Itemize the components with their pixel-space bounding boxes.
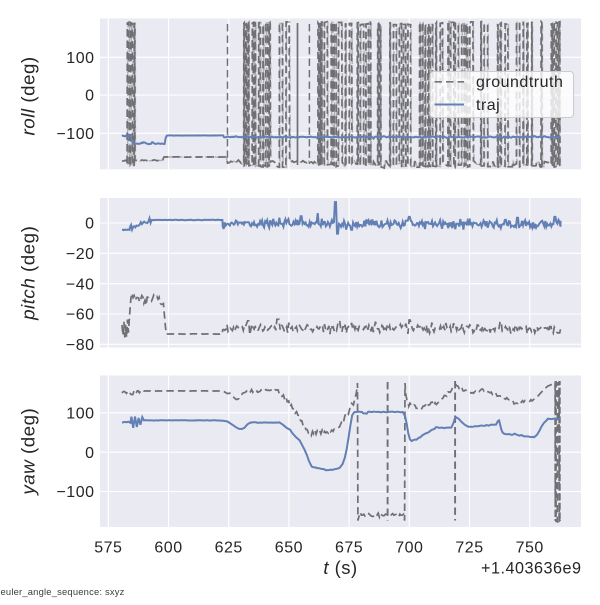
svg-text:groundtruth: groundtruth bbox=[476, 74, 563, 91]
svg-text:euler_angle_sequence: sxyz: euler_angle_sequence: sxyz bbox=[1, 586, 125, 597]
svg-text:0: 0 bbox=[85, 445, 94, 462]
svg-text:750: 750 bbox=[516, 540, 544, 557]
svg-text:−80: −80 bbox=[66, 337, 95, 354]
svg-text:600: 600 bbox=[154, 540, 182, 557]
svg-text:0: 0 bbox=[85, 216, 94, 233]
svg-text:100: 100 bbox=[66, 405, 94, 422]
svg-text:−100: −100 bbox=[56, 484, 94, 501]
svg-text:625: 625 bbox=[215, 540, 243, 557]
svg-text:725: 725 bbox=[455, 540, 483, 557]
svg-text:traj: traj bbox=[476, 97, 500, 114]
svg-text:575: 575 bbox=[94, 540, 122, 557]
svg-text:t (s): t (s) bbox=[323, 557, 357, 578]
svg-text:−100: −100 bbox=[56, 126, 94, 143]
svg-text:−40: −40 bbox=[66, 276, 95, 293]
svg-text:675: 675 bbox=[335, 540, 363, 557]
svg-text:0: 0 bbox=[85, 88, 94, 105]
svg-text:yaw (deg): yaw (deg) bbox=[18, 408, 39, 497]
svg-text:−20: −20 bbox=[66, 246, 95, 263]
svg-text:+1.403636e9: +1.403636e9 bbox=[481, 559, 581, 577]
svg-text:roll (deg): roll (deg) bbox=[18, 56, 39, 135]
svg-text:pitch (deg): pitch (deg) bbox=[18, 226, 39, 321]
svg-text:650: 650 bbox=[275, 540, 303, 557]
svg-text:700: 700 bbox=[395, 540, 423, 557]
svg-text:100: 100 bbox=[66, 50, 94, 67]
svg-text:−60: −60 bbox=[66, 307, 95, 324]
